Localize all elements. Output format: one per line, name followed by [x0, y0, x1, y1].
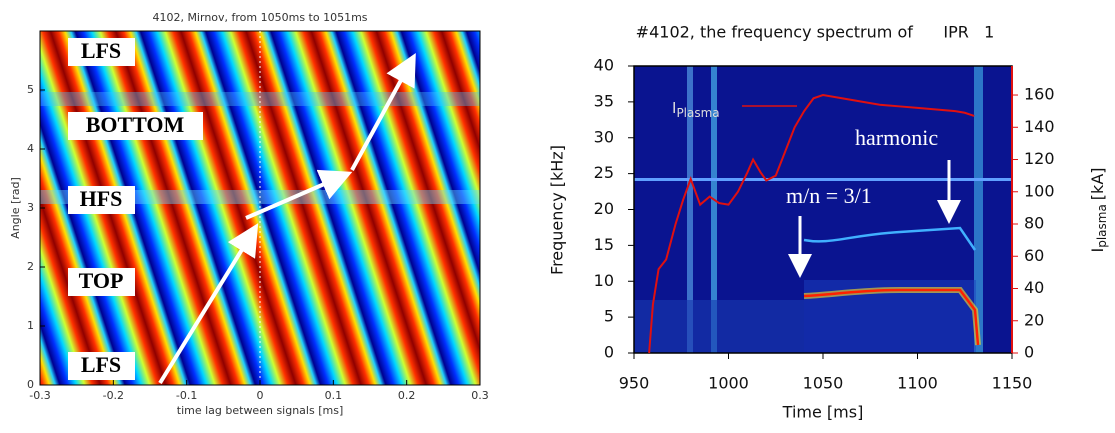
y-tick-label: 20 [594, 199, 614, 218]
x-tick-label: 950 [619, 374, 650, 393]
y2-label-main: I [1088, 248, 1107, 253]
arrows [158, 52, 416, 385]
x-axis-label: Time [ms] [782, 403, 864, 422]
annotation: harmonic [855, 125, 938, 150]
y2-label-unit: [kA] [1088, 167, 1107, 200]
broadband-stripe [974, 66, 983, 353]
broadband-stripe [687, 66, 693, 353]
y-tick-label: 0 [27, 378, 34, 391]
low-freq-noise [634, 300, 804, 353]
x-axis-label: time lag between signals [ms] [177, 404, 343, 417]
label-box [68, 112, 203, 140]
x-tick-label: 0.2 [398, 389, 416, 402]
y2-tick-label: 140 [1024, 117, 1055, 136]
legend-main: I [672, 99, 676, 117]
arrow [350, 52, 416, 171]
harmonic-line [803, 226, 977, 251]
y2-tick-label: 60 [1024, 246, 1044, 265]
x-tick-label: 1050 [803, 374, 844, 393]
y-tick-label: 2 [27, 260, 34, 273]
arrows [788, 160, 961, 278]
x-tick-label: 0 [257, 389, 264, 402]
x-tick-label: 0.3 [471, 389, 489, 402]
y-axis-label: Frequency [kHz] [548, 145, 567, 275]
region-label: LFS [81, 38, 121, 63]
y-tick-label: 0 [604, 343, 614, 362]
plasma-current-line [648, 93, 975, 354]
label-box [68, 268, 135, 296]
label-box [68, 352, 135, 380]
x-tick-label: 1100 [897, 374, 938, 393]
region-label: HFS [80, 186, 123, 211]
x-tick-label: -0.1 [176, 389, 197, 402]
broadband-stripe [711, 66, 717, 353]
arrow [245, 169, 353, 220]
labels: LFS BOTTOM HFS TOP LFS [68, 38, 203, 380]
y2-tick-label: 0 [1024, 343, 1034, 362]
y-tick-label: 35 [594, 91, 614, 110]
y-tick-label: 25 [594, 163, 614, 182]
chart-title: #4102, the frequency spectrum of IPR 1 [636, 23, 995, 42]
y2-tick-label: 40 [1024, 278, 1044, 297]
y2-label-sub: plasma [1095, 204, 1109, 248]
y-tick-label: 40 [594, 56, 614, 75]
legend-label: IPlasma [672, 99, 720, 120]
y2-tick-label: 160 [1024, 85, 1055, 104]
region-label: LFS [81, 352, 121, 377]
y-tick-label: 10 [594, 271, 614, 290]
region-label: TOP [79, 268, 124, 293]
label-box [68, 186, 135, 214]
y-axis-label: Angle [rad] [9, 177, 22, 239]
label-box [68, 38, 135, 66]
y-tick-label: 15 [594, 235, 614, 254]
y-tick-label: 3 [27, 201, 34, 214]
y-tick-label: 4 [27, 142, 34, 155]
annotation: m/n = 3/1 [786, 183, 872, 208]
bottom-band [40, 92, 480, 106]
arrow [158, 223, 259, 385]
x-tick-label: -0.2 [103, 389, 124, 402]
y-tick-label: 1 [27, 319, 34, 332]
chart-title: 4102, Mirnov, from 1050ms to 1051ms [152, 11, 367, 24]
region-label: BOTTOM [86, 112, 185, 137]
y2-tick-label: 20 [1024, 310, 1044, 329]
y2-axis-label: Iplasma [kA] [1088, 167, 1109, 252]
legend-sub: Plasma [676, 106, 719, 120]
mode-line [803, 288, 980, 346]
contour-panel: LFS BOTTOM HFS TOP LFS 4102, Mirnov, fro… [9, 11, 489, 417]
y-tick-label: 5 [27, 83, 34, 96]
x-tick-label: -0.3 [29, 389, 50, 402]
y2-tick-label: 100 [1024, 181, 1055, 200]
y2-tick-label: 80 [1024, 214, 1044, 233]
spectrum-panel: m/n = 3/1 harmonic #4102, the frequency … [548, 23, 1109, 422]
x-tick-label: 1000 [708, 374, 749, 393]
line-feature [634, 178, 1012, 181]
y2-tick-label: 120 [1024, 149, 1055, 168]
x-tick-label: 1150 [992, 374, 1033, 393]
y-tick-label: 5 [604, 307, 614, 326]
y-tick-label: 30 [594, 127, 614, 146]
x-tick-label: 0.1 [325, 389, 343, 402]
